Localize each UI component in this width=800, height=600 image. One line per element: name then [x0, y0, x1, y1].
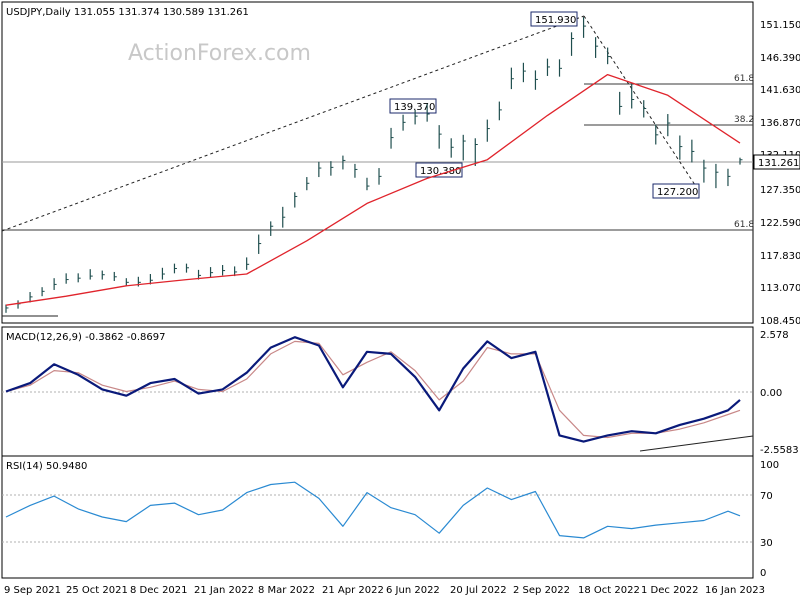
trend-line-dashed-down: [583, 15, 698, 189]
annotation-127-200: 127.200: [657, 187, 698, 198]
x-tick: 1 Dec 2022: [641, 585, 699, 596]
annotation-box-130-380: [415, 162, 463, 178]
rsi-tick: 0: [760, 568, 766, 579]
annotation-box-151-930: [530, 11, 578, 27]
price-tick: 136.870: [760, 118, 800, 129]
price-panel-title: USDJPY,Daily 131.055 131.374 130.589 131…: [6, 7, 249, 18]
price-y-axis: 151.150 146.390 141.630 136.870 132.110 …: [760, 20, 800, 327]
x-tick: 9 Sep 2021: [4, 585, 61, 596]
annotation-130-380: 130.380: [420, 166, 461, 177]
watermark: ActionForex.com: [128, 41, 311, 66]
rsi-tick: 30: [760, 538, 773, 549]
chart-marks: [5, 17, 743, 539]
price-tick: 141.630: [760, 85, 800, 96]
rsi-tick: 100: [760, 460, 779, 471]
rsi-line: [5, 481, 741, 539]
rsi-panel: [1, 455, 754, 579]
x-tick: 16 Jan 2023: [705, 585, 765, 596]
x-tick: 8 Dec 2021: [130, 585, 188, 596]
price-tick: 146.390: [760, 53, 800, 64]
fib-label-lower-61-8: 61.8: [734, 220, 754, 230]
fib-label-upper-61-8: 61.8: [734, 74, 754, 84]
annotation-box-139-370: [389, 98, 437, 114]
macd-tick: 2.578: [760, 330, 789, 341]
current-price-label: 131.261: [758, 158, 799, 169]
price-tick: 151.150: [760, 20, 800, 31]
x-tick: 2 Sep 2022: [513, 585, 570, 596]
price-tick: 122.590: [760, 218, 800, 229]
x-tick: 8 Mar 2022: [258, 585, 315, 596]
current-price-tag: [753, 154, 800, 170]
x-tick: 20 Jul 2022: [450, 585, 507, 596]
rsi-panel-title: RSI(14) 50.9480: [6, 461, 87, 472]
x-tick: 18 Oct 2022: [578, 585, 640, 596]
fib-label-38-2: 38.2: [734, 115, 754, 125]
macd-tick: 0.00: [760, 388, 782, 399]
x-tick: 6 Jun 2022: [386, 585, 440, 596]
macd-signal-line: [5, 340, 741, 439]
trend-line-dashed-up: [1, 15, 585, 232]
annotation-box-127-200: [652, 183, 700, 199]
x-tick: 21 Jan 2022: [194, 585, 254, 596]
macd-line: [5, 336, 741, 443]
macd-trend-line: [639, 435, 754, 452]
price-tick: 108.450: [760, 316, 800, 327]
price-tick: 117.830: [760, 251, 800, 262]
x-axis: 9 Sep 2021 25 Oct 2021 8 Dec 2021 21 Jan…: [4, 585, 765, 596]
price-tick: 127.350: [760, 185, 800, 196]
macd-tick: -2.5583: [760, 445, 799, 456]
annotation-151-930: 151.930: [535, 15, 576, 26]
annotation-139-370: 139.370: [394, 102, 435, 113]
x-tick: 25 Oct 2021: [66, 585, 128, 596]
moving-average-line: [5, 73, 741, 306]
macd-panel-title: MACD(12,26,9) -0.3862 -0.8697: [6, 332, 166, 343]
price-tick: 113.070: [760, 283, 800, 294]
rsi-tick: 70: [760, 491, 773, 502]
x-tick: 21 Apr 2022: [322, 585, 384, 596]
